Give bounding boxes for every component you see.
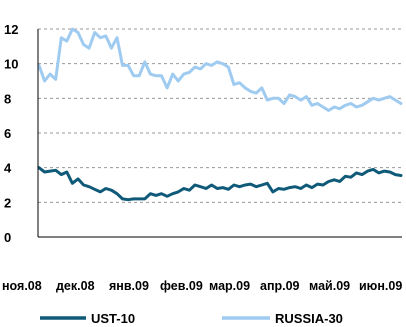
legend-label: RUSSIA-30 <box>275 311 343 326</box>
x-axis-ticks: ноя.08 дек.08 янв.09 фев.09 мар.09 апр.09 май.… <box>2 279 402 293</box>
x-tick-label: дек.08 <box>56 279 95 293</box>
y-tick-label: 2 <box>4 195 11 210</box>
x-tick-label: апр.09 <box>260 279 300 293</box>
x-tick-label: май.09 <box>309 279 350 293</box>
legend-label: UST-10 <box>91 311 135 326</box>
x-tick-label: мар.09 <box>209 279 250 293</box>
x-tick-label: июн.09 <box>359 279 402 293</box>
series-line-ust-10 <box>37 166 403 202</box>
y-tick-label: 12 <box>4 22 18 37</box>
y-axis-ticks: 0 2 4 6 8 10 12 <box>4 22 18 245</box>
y-tick-label: 0 <box>4 230 11 245</box>
y-tick-label: 4 <box>4 161 12 176</box>
series-lines <box>37 27 403 202</box>
x-tick-label: ноя.08 <box>2 279 42 293</box>
x-tick-label: янв.09 <box>109 279 149 293</box>
x-tick-label: фев.09 <box>160 279 203 293</box>
y-tick-label: 6 <box>4 126 11 141</box>
y-tick-label: 10 <box>4 57 18 72</box>
series-line-russia-30 <box>37 27 403 112</box>
legend: UST-10 RUSSIA-30 <box>40 311 343 326</box>
y-tick-label: 8 <box>4 91 11 106</box>
